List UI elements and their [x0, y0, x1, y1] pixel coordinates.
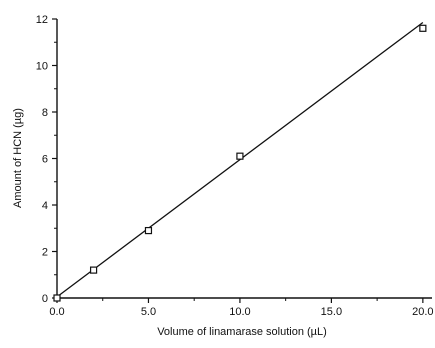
- ticks: 0.0 5.0 10.0 15.0 20.0 0 2 4 6 8 10 12: [36, 14, 434, 318]
- y-tick-label: 2: [42, 247, 48, 259]
- y-tick-label: 4: [42, 200, 48, 212]
- y-tick-label: 8: [42, 107, 48, 119]
- x-tick-label: 20.0: [412, 306, 433, 318]
- data-point: [144, 226, 153, 235]
- y-tick-label: 6: [42, 154, 48, 166]
- x-axis-title: Volume of linamarase solution (µL): [157, 326, 327, 338]
- y-tick-label: 10: [36, 61, 48, 73]
- x-tick-label: 0.0: [49, 306, 64, 318]
- y-tick-label: 0: [42, 293, 48, 305]
- x-tick-label: 10.0: [229, 306, 250, 318]
- axes: [56, 19, 432, 299]
- x-tick-label: 15.0: [321, 306, 342, 318]
- data-point: [236, 152, 244, 160]
- data-point: [419, 24, 427, 32]
- x-tick-label: 5.0: [141, 306, 156, 318]
- y-tick-label: 12: [36, 14, 48, 26]
- data-point: [53, 294, 61, 302]
- y-axis-title: Amount of HCN (µg): [12, 108, 24, 208]
- data-point: [89, 266, 98, 274]
- data-points: [53, 24, 427, 302]
